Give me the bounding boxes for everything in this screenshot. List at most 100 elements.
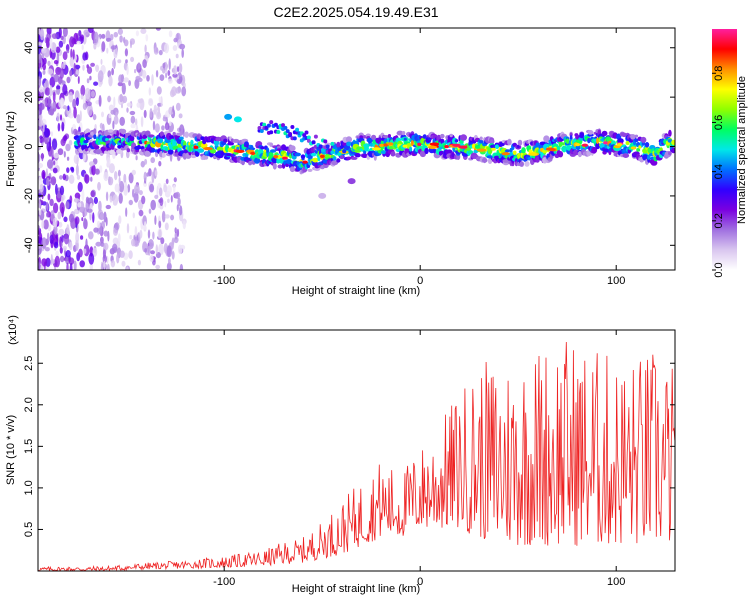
heat-cell — [154, 169, 158, 177]
heat-cell — [89, 75, 92, 81]
heat-cell — [579, 132, 585, 139]
heat-cell — [70, 48, 73, 59]
heat-cell — [62, 105, 67, 110]
heat-cell — [126, 65, 129, 76]
heat-cell — [62, 28, 68, 37]
heat-cell — [53, 73, 60, 83]
snr-frame — [37, 329, 676, 572]
heat-cell — [422, 134, 427, 139]
heat-cell — [93, 42, 97, 50]
heat-cell — [68, 91, 74, 103]
heat-cell — [155, 28, 161, 31]
heat-cell — [173, 177, 177, 183]
heat-cell — [164, 61, 168, 73]
heat-cell — [117, 169, 121, 177]
chart-title: C2E2.2025.054.19.49.E31 — [273, 4, 438, 20]
heat-cell — [250, 144, 254, 151]
heat-cell — [65, 44, 70, 52]
heat-cell — [59, 175, 63, 180]
heat-cell — [45, 87, 51, 96]
heat-cell — [59, 114, 63, 121]
heat-cell — [149, 108, 153, 118]
heat-cell — [43, 57, 47, 65]
heat-cell — [106, 263, 110, 270]
heat-cell — [88, 252, 95, 265]
heat-cell — [209, 148, 217, 154]
x-tick-label: 100 — [607, 275, 625, 287]
heat-cell — [302, 133, 307, 138]
heat-cell — [549, 148, 556, 152]
heat-cell — [641, 142, 646, 146]
heat-cell — [162, 116, 167, 122]
heat-cell — [41, 48, 47, 54]
heat-cell — [428, 145, 438, 149]
heat-cell — [175, 87, 182, 94]
heat-cell — [155, 264, 161, 270]
heat-cell — [138, 209, 144, 217]
heat-cell — [161, 210, 166, 223]
heat-cell — [311, 140, 316, 145]
heat-cell — [130, 115, 136, 124]
heat-cell — [241, 159, 245, 166]
heat-cell — [119, 93, 123, 103]
heat-cell — [38, 261, 41, 270]
heat-cell — [57, 148, 64, 156]
heat-cell — [150, 250, 156, 255]
heat-cell — [177, 143, 182, 148]
heat-cell — [75, 69, 80, 75]
heat-cell — [271, 158, 278, 164]
heat-cell — [88, 231, 94, 240]
heat-cell — [126, 223, 130, 234]
heat-cell — [172, 184, 176, 194]
colorbar-tick-label: 0.6 — [713, 115, 725, 130]
heat-cell — [117, 28, 123, 35]
heat-cell — [134, 69, 137, 74]
heat-cell — [166, 262, 172, 270]
heat-cell — [50, 210, 55, 222]
heat-cell — [45, 168, 49, 177]
heat-cell — [285, 158, 292, 165]
heat-cell — [116, 148, 123, 154]
heat-cell — [97, 181, 101, 191]
heat-cell — [55, 183, 58, 196]
heat-cell — [172, 45, 178, 51]
heat-cell — [50, 254, 53, 266]
heat-cell — [324, 154, 332, 158]
heat-cell — [636, 148, 641, 152]
heat-cell — [90, 190, 95, 198]
y-tick-label: -40 — [23, 237, 35, 253]
heat-cell — [38, 44, 42, 55]
heat-cell — [138, 77, 143, 82]
heat-cell — [59, 255, 65, 263]
heat-cell — [80, 84, 86, 97]
heat-cell — [135, 155, 138, 161]
heat-cell — [53, 153, 59, 159]
heat-cell — [47, 68, 54, 75]
heat-cell — [83, 139, 89, 144]
heat-cell — [96, 220, 101, 229]
heat-cell — [285, 163, 289, 168]
colorbar: 0.0 0.2 0.4 0.6 0.8 Normalized spectral ampl… — [712, 29, 748, 278]
heat-cell — [130, 56, 135, 63]
snr-y-ticks: 0.5 1.0 1.5 2.0 2.5 — [23, 356, 675, 537]
heat-cell — [156, 186, 159, 198]
heat-cell — [630, 134, 636, 140]
heat-cell — [288, 132, 293, 136]
heat-cell — [177, 197, 181, 207]
heat-cell — [116, 253, 120, 264]
heat-cell — [76, 174, 81, 180]
heat-cell — [371, 134, 377, 141]
heat-cell — [128, 80, 132, 87]
heat-cell — [126, 148, 131, 153]
heat-cell — [95, 64, 100, 73]
heat-cell — [38, 162, 44, 169]
heat-cell — [295, 127, 300, 132]
heat-cell — [74, 216, 80, 225]
snr-y-axis-label: SNR (10 * v/v) — [5, 415, 17, 485]
heat-cell — [101, 33, 106, 39]
heat-cell — [114, 171, 118, 181]
heat-cell — [87, 28, 94, 34]
heat-cell — [507, 138, 512, 146]
heat-cell — [121, 260, 126, 267]
heat-cell — [424, 147, 429, 155]
